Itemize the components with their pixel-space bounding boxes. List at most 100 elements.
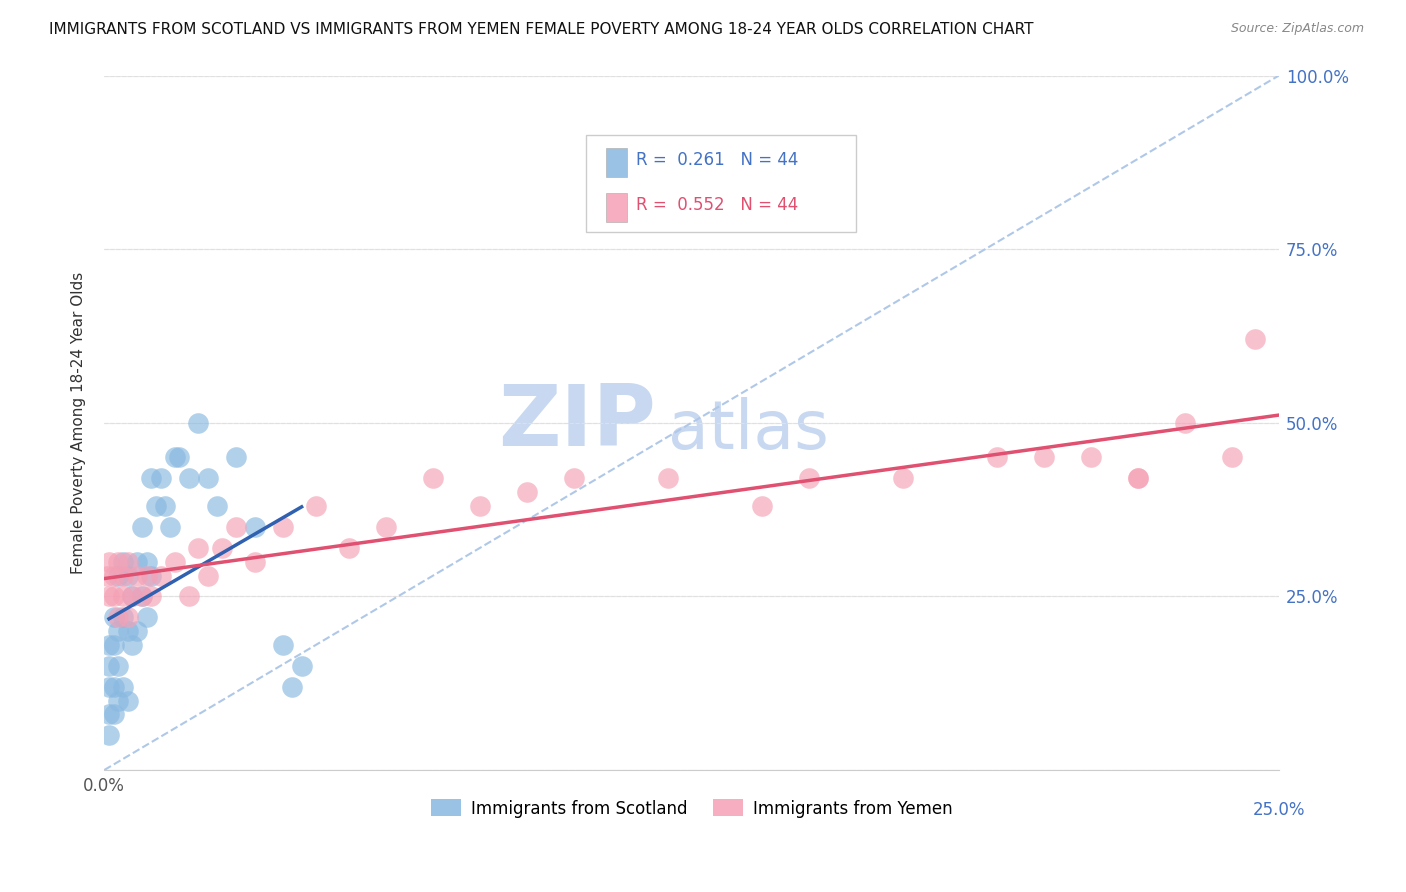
Point	[117, 693, 139, 707]
Point	[112, 610, 135, 624]
Point	[375, 520, 398, 534]
Point	[121, 590, 143, 604]
Point	[271, 520, 294, 534]
Point	[159, 520, 181, 534]
Point	[112, 555, 135, 569]
Point	[98, 590, 121, 604]
Point	[117, 568, 139, 582]
Point	[103, 590, 125, 604]
Point	[187, 541, 209, 555]
Point	[1126, 471, 1149, 485]
Point	[1033, 450, 1056, 465]
FancyBboxPatch shape	[606, 148, 627, 178]
Point	[98, 707, 121, 722]
Point	[149, 568, 172, 582]
Point	[135, 555, 157, 569]
Point	[187, 416, 209, 430]
Point	[1244, 333, 1267, 347]
Point	[107, 693, 129, 707]
Point	[225, 450, 247, 465]
Point	[797, 471, 820, 485]
Point	[149, 471, 172, 485]
Point	[107, 568, 129, 582]
Point	[243, 555, 266, 569]
Point	[98, 658, 121, 673]
Point	[98, 728, 121, 742]
Point	[1220, 450, 1243, 465]
Point	[562, 471, 585, 485]
Point	[107, 555, 129, 569]
Point	[98, 638, 121, 652]
Point	[107, 610, 129, 624]
Text: ZIP: ZIP	[499, 381, 657, 464]
FancyBboxPatch shape	[586, 135, 856, 232]
Point	[107, 624, 129, 639]
Text: 25.0%: 25.0%	[1253, 800, 1305, 819]
Point	[177, 590, 200, 604]
Point	[422, 471, 444, 485]
FancyBboxPatch shape	[606, 194, 627, 222]
Point	[103, 568, 125, 582]
Point	[96, 568, 118, 582]
Point	[305, 499, 328, 513]
Point	[1080, 450, 1102, 465]
Point	[657, 471, 679, 485]
Point	[131, 590, 153, 604]
Point	[135, 568, 157, 582]
Point	[163, 450, 186, 465]
Point	[141, 471, 163, 485]
Point	[103, 610, 125, 624]
Point	[337, 541, 360, 555]
Point	[163, 555, 186, 569]
Point	[470, 499, 492, 513]
Point	[107, 658, 129, 673]
Point	[145, 499, 167, 513]
Point	[169, 450, 191, 465]
Point	[211, 541, 233, 555]
Point	[103, 638, 125, 652]
Text: IMMIGRANTS FROM SCOTLAND VS IMMIGRANTS FROM YEMEN FEMALE POVERTY AMONG 18-24 YEA: IMMIGRANTS FROM SCOTLAND VS IMMIGRANTS F…	[49, 22, 1033, 37]
Point	[281, 680, 304, 694]
Point	[1174, 416, 1197, 430]
Point	[98, 555, 121, 569]
Point	[516, 485, 538, 500]
Legend: Immigrants from Scotland, Immigrants from Yemen: Immigrants from Scotland, Immigrants fro…	[425, 793, 959, 824]
Point	[112, 590, 135, 604]
Point	[1126, 471, 1149, 485]
Point	[205, 499, 228, 513]
Text: R =  0.552   N = 44: R = 0.552 N = 44	[637, 196, 799, 214]
Point	[127, 555, 149, 569]
Point	[197, 568, 219, 582]
Text: Source: ZipAtlas.com: Source: ZipAtlas.com	[1230, 22, 1364, 36]
Text: atlas: atlas	[668, 397, 830, 463]
Point	[103, 680, 125, 694]
Point	[131, 590, 153, 604]
Point	[141, 568, 163, 582]
Point	[225, 520, 247, 534]
Point	[112, 568, 135, 582]
Point	[131, 520, 153, 534]
Point	[117, 624, 139, 639]
Point	[155, 499, 177, 513]
Point	[112, 680, 135, 694]
Point	[291, 658, 314, 673]
Point	[986, 450, 1008, 465]
Y-axis label: Female Poverty Among 18-24 Year Olds: Female Poverty Among 18-24 Year Olds	[72, 272, 86, 574]
Point	[127, 568, 149, 582]
Point	[117, 555, 139, 569]
Point	[117, 610, 139, 624]
Text: R =  0.261   N = 44: R = 0.261 N = 44	[637, 151, 799, 169]
Point	[243, 520, 266, 534]
Point	[127, 624, 149, 639]
Point	[141, 590, 163, 604]
Point	[98, 680, 121, 694]
Point	[135, 610, 157, 624]
Point	[121, 638, 143, 652]
Point	[121, 590, 143, 604]
Point	[271, 638, 294, 652]
Point	[751, 499, 773, 513]
Point	[177, 471, 200, 485]
Point	[197, 471, 219, 485]
Point	[891, 471, 914, 485]
Point	[103, 707, 125, 722]
